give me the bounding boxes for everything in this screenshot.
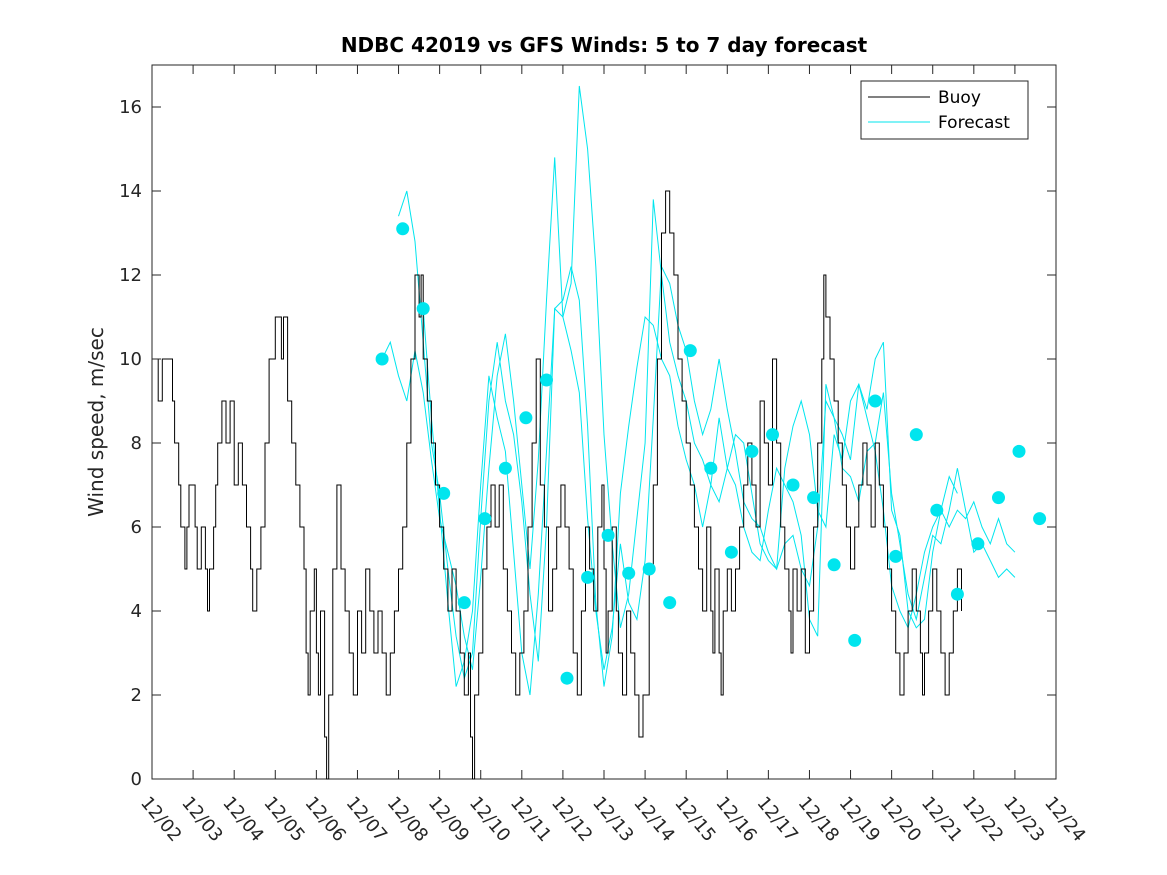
forecast-marker [540,373,553,387]
buoy-line [152,190,962,780]
y-tick-label: 4 [131,601,142,622]
y-axis-label: Wind speed, m/sec [84,327,108,517]
plot-area [151,64,1057,780]
forecast-marker [581,570,595,584]
forecast-marker [704,461,718,475]
legend-label-forecast: Forecast [938,113,1010,133]
y-tick-label: 14 [119,181,142,202]
y-tick-label: 12 [119,265,142,286]
forecast-marker [663,596,677,610]
forecast-marker [437,486,451,500]
forecast-marker [724,545,738,559]
forecast-marker [498,461,512,475]
y-tick-label: 10 [119,349,142,370]
legend: Buoy Forecast [860,80,1029,140]
forecast-marker [766,428,779,442]
forecast-marker [416,302,430,316]
forecast-marker [950,587,964,601]
y-tick-label: 16 [119,97,142,118]
forecast-marker [1012,444,1026,458]
y-tick-label: 0 [131,769,142,790]
forecast-line-1 [381,157,1016,670]
forecast-marker [992,491,1005,505]
forecast-marker [396,222,410,236]
forecast-marker [930,503,944,517]
forecast-marker [642,562,656,576]
forecast-marker [909,428,923,442]
forecast-marker [375,352,389,366]
y-tick-label: 8 [131,433,142,454]
forecast-marker [622,566,636,580]
forecast-marker [519,411,533,425]
forecast-marker [889,549,903,563]
forecast-marker [478,512,492,526]
legend-label-buoy: Buoy [938,88,981,108]
chart-title: NDBC 42019 vs GFS Winds: 5 to 7 day fore… [341,33,868,57]
forecast-marker [786,478,800,492]
series-layer [152,85,1047,780]
forecast-marker [971,537,985,551]
forecast-marker [868,394,882,408]
forecast-marker [560,671,574,685]
forecast-marker [848,633,862,647]
forecast-marker [601,528,615,542]
legend-box [860,80,1029,140]
forecast-marker [683,344,697,358]
forecast-marker [807,491,821,505]
forecast-marker [827,558,841,572]
y-tick-label: 6 [131,517,142,538]
forecast-marker [457,596,471,610]
forecast-marker [745,444,759,458]
y-tick-label: 2 [131,685,142,706]
forecast-marker [1033,512,1047,526]
forecast-line-3 [422,85,958,696]
